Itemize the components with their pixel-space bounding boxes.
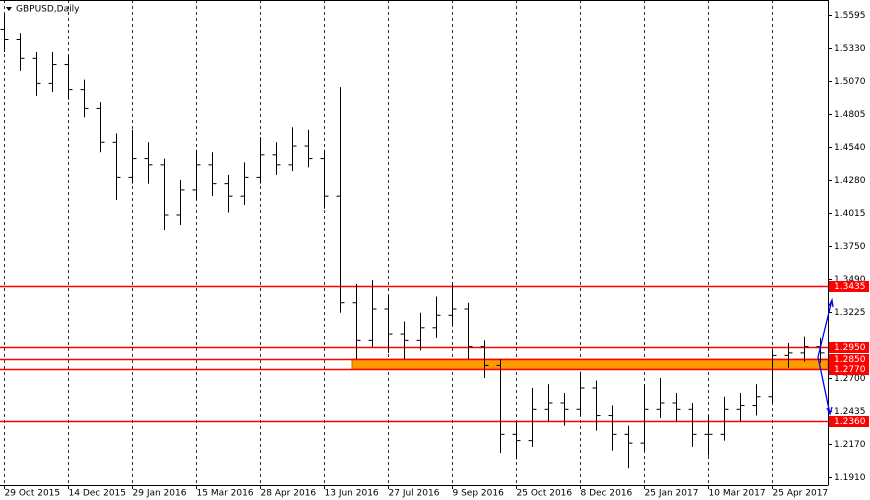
- bars: [0, 14, 825, 469]
- x-tick-label: 27 Jul 2016: [389, 489, 440, 499]
- y-tick-label: 1.3490: [834, 275, 866, 285]
- zone: [351, 358, 829, 370]
- arrows: [817, 297, 834, 416]
- x-tick-label: 29 Oct 2015: [5, 489, 61, 499]
- y-tick-label: 1.4540: [834, 143, 866, 153]
- y-tick-label: 1.2700: [834, 374, 866, 384]
- y-tick-label: 1.5330: [834, 44, 866, 54]
- y-tick-label: 1.4280: [834, 176, 866, 186]
- y-tick-label: 1.2435: [834, 407, 866, 417]
- level-label-box: [829, 342, 869, 353]
- y-tick-label: 1.3225: [834, 308, 866, 318]
- level-label-box: [829, 364, 869, 375]
- level-label: 1.3435: [834, 282, 866, 292]
- level-label: 1.2770: [834, 365, 866, 375]
- y-tick-label: 1.1910: [834, 473, 866, 483]
- x-tick-label: 9 Sep 2016: [453, 489, 505, 499]
- x-tick-label: 14 Dec 2015: [69, 489, 127, 499]
- y-tick-label: 1.4805: [834, 110, 866, 120]
- level-label-box: [829, 416, 869, 427]
- level-label-box: [829, 281, 869, 292]
- y-tick-label: 1.4015: [834, 209, 866, 219]
- chart-title: GBPUSD,Daily: [16, 5, 80, 15]
- menu-triangle: [6, 7, 12, 11]
- x-tick-label: 13 Jun 2016: [325, 489, 379, 499]
- y-tick-label: 1.5070: [834, 77, 866, 87]
- x-tick-label: 28 Apr 2016: [261, 489, 317, 499]
- y-tick-label: 1.5595: [834, 11, 866, 21]
- level-label-box: [829, 354, 869, 365]
- level-label: 1.2360: [834, 417, 866, 427]
- y-tick-label: 1.2170: [834, 440, 866, 450]
- level-label: 1.2950: [834, 343, 866, 353]
- y-tick-label: 1.3750: [834, 242, 866, 252]
- x-tick-label: 29 Jan 2016: [133, 489, 187, 499]
- x-tick-label: 8 Dec 2016: [581, 489, 633, 499]
- x-tick-label: 25 Apr 2017: [773, 489, 829, 499]
- level-label: 1.2850: [834, 355, 866, 365]
- x-tick-label: 10 Mar 2017: [709, 489, 766, 499]
- x-tick-label: 25 Oct 2016: [517, 489, 573, 499]
- x-tick-label: 25 Jan 2017: [645, 489, 699, 499]
- x-tick-label: 15 Mar 2016: [197, 489, 254, 499]
